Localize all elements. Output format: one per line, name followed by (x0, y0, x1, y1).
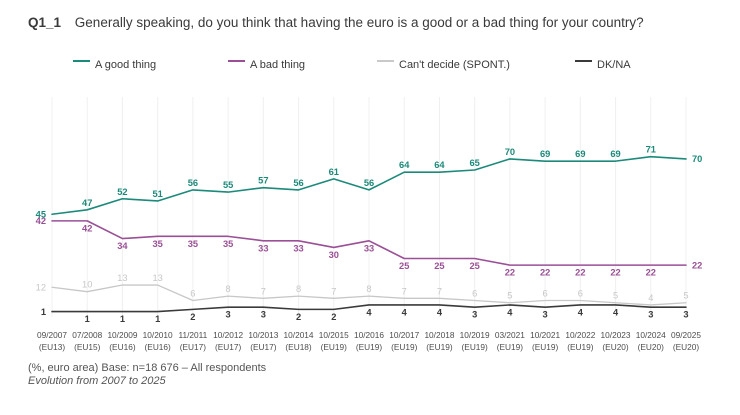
svg-text:3: 3 (472, 310, 477, 320)
svg-text:3: 3 (683, 310, 688, 320)
svg-text:12: 12 (36, 283, 46, 293)
svg-text:71: 71 (646, 145, 656, 155)
svg-text:33: 33 (258, 243, 268, 253)
svg-text:52: 52 (117, 187, 127, 197)
svg-text:2: 2 (190, 312, 195, 322)
svg-text:4: 4 (366, 307, 372, 317)
svg-text:70: 70 (692, 154, 702, 164)
svg-text:51: 51 (152, 189, 162, 199)
svg-text:4: 4 (402, 307, 408, 317)
svg-text:7: 7 (437, 286, 442, 296)
svg-text:5: 5 (507, 291, 512, 301)
svg-text:56: 56 (364, 178, 374, 188)
svg-text:57: 57 (258, 176, 268, 186)
svg-text:13: 13 (117, 273, 127, 283)
svg-text:3: 3 (261, 310, 266, 320)
svg-text:1: 1 (155, 314, 160, 324)
svg-text:33: 33 (364, 243, 374, 253)
svg-text:4: 4 (437, 307, 443, 317)
svg-text:8: 8 (296, 284, 301, 294)
svg-text:22: 22 (505, 268, 515, 278)
svg-text:4: 4 (613, 307, 619, 317)
svg-text:6: 6 (190, 289, 195, 299)
svg-text:13: 13 (152, 273, 162, 283)
svg-text:61: 61 (329, 167, 339, 177)
svg-text:2: 2 (296, 312, 301, 322)
svg-text:33: 33 (293, 243, 303, 253)
svg-text:22: 22 (692, 260, 702, 270)
svg-text:42: 42 (82, 223, 92, 233)
svg-text:22: 22 (610, 268, 620, 278)
svg-text:56: 56 (188, 178, 198, 188)
svg-text:10: 10 (82, 280, 92, 290)
svg-text:1: 1 (85, 314, 90, 324)
svg-text:5: 5 (613, 291, 618, 301)
svg-text:3: 3 (226, 310, 231, 320)
svg-text:45: 45 (36, 210, 46, 220)
svg-text:4: 4 (507, 307, 513, 317)
svg-text:30: 30 (329, 250, 339, 260)
svg-text:69: 69 (610, 149, 620, 159)
svg-text:8: 8 (366, 284, 371, 294)
svg-text:3: 3 (648, 310, 653, 320)
svg-text:1: 1 (120, 314, 125, 324)
svg-text:35: 35 (188, 239, 198, 249)
svg-text:64: 64 (434, 160, 445, 170)
svg-text:22: 22 (575, 268, 585, 278)
svg-text:2: 2 (331, 312, 336, 322)
svg-text:1: 1 (41, 307, 46, 317)
svg-text:22: 22 (540, 268, 550, 278)
svg-text:8: 8 (226, 284, 231, 294)
svg-text:4: 4 (648, 293, 653, 303)
svg-text:4: 4 (578, 307, 584, 317)
svg-text:34: 34 (117, 241, 128, 251)
svg-text:69: 69 (575, 149, 585, 159)
svg-text:3: 3 (543, 310, 548, 320)
svg-text:25: 25 (434, 261, 444, 271)
svg-text:22: 22 (646, 268, 656, 278)
svg-text:6: 6 (472, 289, 477, 299)
svg-text:56: 56 (293, 178, 303, 188)
svg-text:7: 7 (331, 286, 336, 296)
svg-text:65: 65 (469, 158, 479, 168)
svg-text:25: 25 (469, 261, 479, 271)
svg-text:64: 64 (399, 160, 410, 170)
svg-text:47: 47 (82, 198, 92, 208)
svg-text:7: 7 (261, 286, 266, 296)
svg-text:70: 70 (505, 147, 515, 157)
svg-text:55: 55 (223, 180, 233, 190)
svg-text:35: 35 (152, 239, 162, 249)
svg-text:35: 35 (223, 239, 233, 249)
svg-text:6: 6 (543, 289, 548, 299)
svg-text:5: 5 (683, 291, 688, 301)
svg-text:69: 69 (540, 149, 550, 159)
svg-text:6: 6 (578, 289, 583, 299)
svg-text:25: 25 (399, 261, 409, 271)
svg-text:7: 7 (402, 286, 407, 296)
